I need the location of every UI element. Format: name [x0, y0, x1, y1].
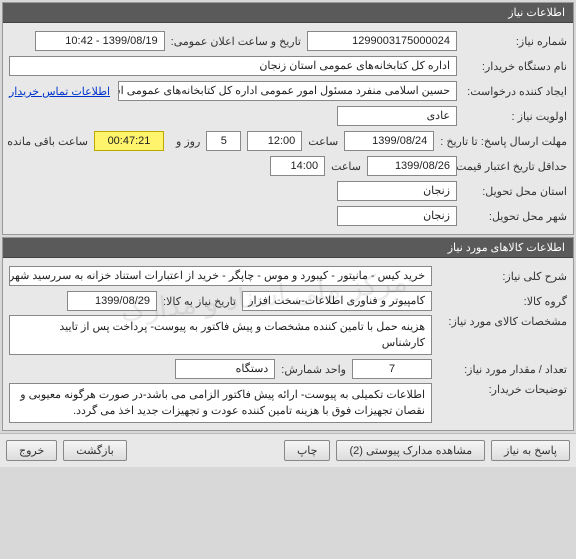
delivery-city: زنجان	[337, 206, 457, 226]
creator-value: حسین اسلامی منفرد مسئول امور عمومی اداره…	[118, 81, 457, 101]
remaining-time: 00:47:21	[94, 131, 164, 151]
need-date-label: تاریخ نیاز به کالا:	[157, 295, 236, 308]
price-valid-date: 1399/08/26	[367, 156, 457, 176]
button-bar: پاسخ به نیاز مشاهده مدارک پیوستی (2) چاپ…	[0, 433, 576, 467]
deadline-date: 1399/08/24	[344, 131, 434, 151]
notes-value: اطلاعات تکمیلی به پیوست- ارائه پیش فاکتو…	[9, 383, 432, 423]
contact-link[interactable]: اطلاعات تماس خریدار	[9, 85, 110, 98]
notes-label: توضیحات خریدار:	[432, 383, 567, 396]
qty-label: تعداد / مقدار مورد نیاز:	[432, 363, 567, 376]
unit-label: واحد شمارش:	[275, 363, 346, 376]
pub-date-value: 1399/08/19 - 10:42	[35, 31, 165, 51]
back-button[interactable]: بازگشت	[63, 440, 127, 461]
deadline-time-label: ساعت	[302, 135, 338, 148]
delivery-province: زنجان	[337, 181, 457, 201]
delivery-city-label: شهر محل تحویل:	[457, 210, 567, 223]
pub-date-label: تاریخ و ساعت اعلان عمومی:	[165, 35, 301, 48]
reply-button[interactable]: پاسخ به نیاز	[491, 440, 570, 461]
buyer-org-label: نام دستگاه خریدار:	[457, 60, 567, 73]
price-valid-time-label: ساعت	[325, 160, 361, 173]
delivery-province-label: استان محل تحویل:	[457, 185, 567, 198]
price-valid-time: 14:00	[270, 156, 325, 176]
deadline-label: مهلت ارسال پاسخ: تا تاریخ :	[434, 135, 567, 148]
creator-label: ایجاد کننده درخواست:	[457, 85, 567, 98]
spec-label: مشخصات کالای مورد نیاز:	[432, 315, 567, 328]
desc-value: خرید کیس - مانیتور - کیبورد و موس - چاپگ…	[9, 266, 432, 286]
panel2-title: اطلاعات کالاهای مورد نیاز	[3, 238, 573, 258]
spec-value: هزینه حمل با تامین کننده مشخصات و پیش فا…	[9, 315, 432, 355]
need-date-value: 1399/08/29	[67, 291, 157, 311]
days-label: روز و	[170, 135, 200, 148]
priority-value: عادی	[337, 106, 457, 126]
goods-info-panel: اطلاعات کالاهای مورد نیاز شرح کلی نیاز: …	[2, 237, 574, 431]
attachments-button[interactable]: مشاهده مدارک پیوستی (2)	[336, 440, 485, 461]
need-no-value: 1299003175000024	[307, 31, 457, 51]
need-info-panel: اطلاعات نیاز شماره نیاز: 129900317500002…	[2, 2, 574, 235]
priority-label: اولویت نیاز :	[457, 110, 567, 123]
need-no-label: شماره نیاز:	[457, 35, 567, 48]
remaining-label: ساعت باقی مانده	[1, 135, 88, 148]
qty-value: 7	[352, 359, 432, 379]
panel1-title: اطلاعات نیاز	[3, 3, 573, 23]
print-button[interactable]: چاپ	[284, 440, 331, 461]
exit-button[interactable]: خروج	[6, 440, 57, 461]
unit-value: دستگاه	[175, 359, 275, 379]
group-value: کامپیوتر و فناوری اطلاعات-سخت افزار	[242, 291, 432, 311]
desc-label: شرح کلی نیاز:	[432, 270, 567, 283]
buyer-org-value: اداره کل کتابخانه‌های عمومی استان زنجان	[9, 56, 457, 76]
deadline-time: 12:00	[247, 131, 302, 151]
group-label: گروه کالا:	[432, 295, 567, 308]
days-value: 5	[206, 131, 241, 151]
price-valid-label: حداقل تاریخ اعتبار قیمت:	[457, 160, 567, 173]
